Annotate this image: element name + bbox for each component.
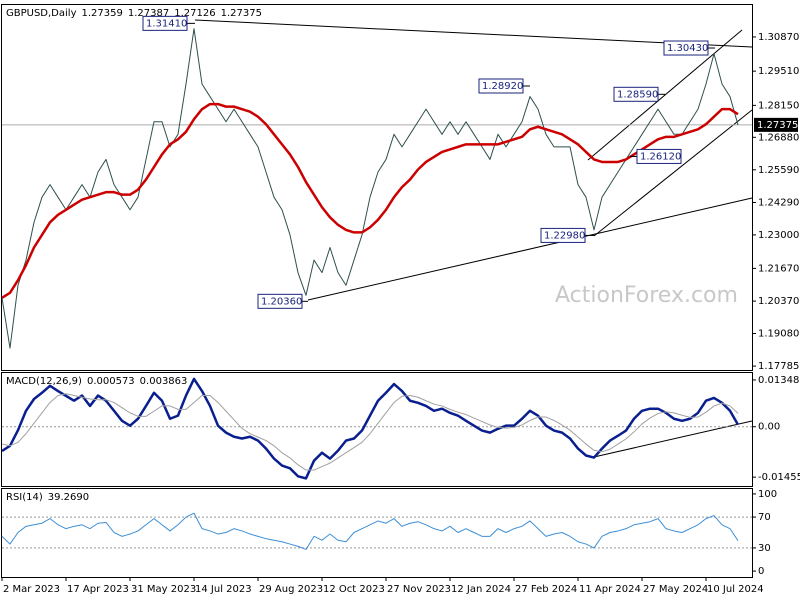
y-tick-label: 1.28150 <box>758 100 799 111</box>
y-tick-label: 30 <box>758 543 771 554</box>
annotation-label: 1.30430 <box>667 43 708 54</box>
title-text: GBPUSD,Daily <box>6 8 77 19</box>
trendline <box>194 19 753 48</box>
annotation-box <box>478 78 524 94</box>
panel-title: RSI(14) 39.2690 <box>6 492 89 503</box>
trendline <box>307 197 753 301</box>
y-tick-label: 0.013489 <box>758 375 800 386</box>
x-tick-label: 27 Feb 2024 <box>515 584 577 595</box>
y-tick-label: -0.014554 <box>758 472 800 483</box>
annotation-box <box>142 15 188 31</box>
title-value: 1.27387 <box>128 8 169 19</box>
title-value: 0.003863 <box>140 376 188 387</box>
y-tick-label: 1.19080 <box>758 329 799 340</box>
title-value: 1.27375 <box>221 8 262 19</box>
rsi-panel <box>1 488 753 578</box>
x-tick-label: 11 Apr 2024 <box>579 584 641 595</box>
annotation-box <box>613 86 659 102</box>
annotation-label: 1.22980 <box>544 230 585 241</box>
y-tick-label: 1.21670 <box>758 263 799 274</box>
macd-panel <box>1 372 753 487</box>
x-tick-label: 2 Mar 2023 <box>3 584 60 595</box>
annotation-box <box>636 148 682 164</box>
series-line <box>1 28 739 349</box>
y-tick-label: 1.26880 <box>758 132 799 143</box>
panel-title: GBPUSD,Daily 1.27359 1.27387 1.27126 1.27375 <box>6 8 262 19</box>
y-tick-label: 1.20370 <box>758 296 799 307</box>
x-tick-label: 17 Apr 2023 <box>67 584 129 595</box>
series-line <box>1 393 739 471</box>
title-value: 0.000573 <box>87 376 135 387</box>
x-tick-label: 27 Nov 2023 <box>387 584 451 595</box>
trendline <box>587 29 743 161</box>
x-tick-label: 12 Oct 2023 <box>323 584 385 595</box>
current-price-label: 1.27375 <box>757 120 798 131</box>
annotation-box <box>540 227 586 243</box>
annotation-label: 1.26120 <box>640 151 681 162</box>
annotation-label: 1.28920 <box>482 81 523 92</box>
x-tick-label: 29 Aug 2023 <box>259 584 323 595</box>
y-tick-label: 0.00 <box>758 422 780 433</box>
x-tick-label: 14 Jul 2023 <box>195 584 252 595</box>
y-tick-label: 1.25590 <box>758 165 799 176</box>
y-tick-label: 70 <box>758 512 771 523</box>
annotation-label: 1.31410 <box>146 18 187 29</box>
series-line <box>1 102 739 299</box>
panel-title: MACD(12,26,9) 0.000573 0.003863 <box>6 376 187 387</box>
y-tick-label: 1.23000 <box>758 230 799 241</box>
series-line <box>1 377 740 480</box>
y-tick-label: 0 <box>758 566 764 577</box>
watermark: ActionForex.com <box>555 283 738 308</box>
title-value: 1.27126 <box>174 8 215 19</box>
x-tick-label: 27 May 2024 <box>643 584 708 595</box>
y-tick-label: 100 <box>758 489 777 500</box>
annotation-box <box>257 293 303 309</box>
annotation-box <box>663 40 709 56</box>
y-tick-label: 1.29510 <box>758 66 799 77</box>
title-value: 1.27359 <box>82 8 123 19</box>
y-tick-label: 1.30870 <box>758 32 799 43</box>
title-text: RSI(14) <box>6 492 43 503</box>
x-tick-label: 10 Jul 2024 <box>707 584 764 595</box>
y-tick-label: 1.17785 <box>758 361 799 372</box>
price-panel <box>1 4 753 371</box>
annotation-label: 1.28590 <box>617 89 658 100</box>
title-value: 39.2690 <box>48 492 89 503</box>
x-tick-label: 12 Jan 2024 <box>451 584 511 595</box>
trendline <box>593 420 753 458</box>
title-text: MACD(12,26,9) <box>6 376 82 387</box>
trendline <box>593 109 753 237</box>
x-tick-label: 31 May 2023 <box>131 584 196 595</box>
series-line <box>1 512 739 550</box>
current-price-box <box>754 117 798 132</box>
annotation-label: 1.20360 <box>261 296 302 307</box>
trendlines <box>194 19 753 458</box>
y-tick-label: 1.24290 <box>758 197 799 208</box>
